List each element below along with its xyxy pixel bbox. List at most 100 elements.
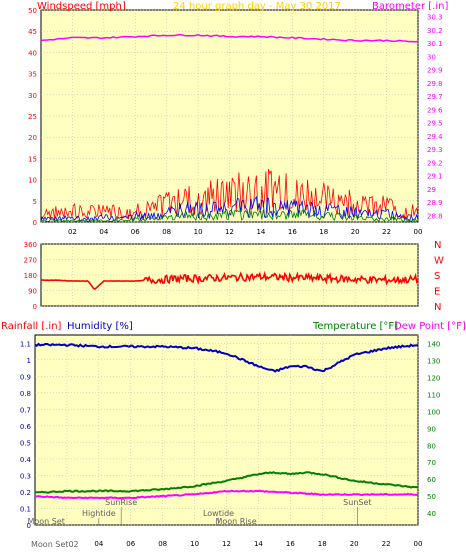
wind-x-tick: 22	[382, 228, 391, 236]
wind-axes: 0 5 10 15 20 25 30 35 40 45 50 28.8 28.9 29 29.1 29.2 29…	[28, 7, 443, 236]
humidity-y-tick: 0.4	[20, 456, 32, 464]
barometer-y-tick: 30.2	[427, 27, 443, 35]
wind-y-tick: 0	[33, 219, 37, 227]
bottom-left-label: Moon Set02	[31, 540, 79, 549]
humidity-axis-label: Humidity [%]	[67, 321, 133, 332]
windspeed-axis-label: Windspeed [mph]	[37, 1, 126, 12]
event-label: Moon Rise	[215, 517, 256, 526]
humidity-x-tick: 12	[222, 540, 231, 548]
compass-label: N	[434, 240, 441, 251]
direction-y-tick: 360	[24, 241, 37, 249]
compass-label: N	[434, 302, 441, 313]
wind-x-tick: 06	[131, 228, 140, 236]
humidity-y-tick: 0.8	[20, 390, 31, 398]
humidity-line	[34, 342, 419, 373]
event-label: SunRise	[105, 498, 137, 507]
event-label: Lowtide	[203, 509, 234, 518]
wind-x-tick: 04	[99, 228, 108, 236]
wind-y-tick: 30	[28, 92, 37, 100]
temperature-y-tick: 140	[427, 340, 440, 348]
temperature-y-tick: 50	[427, 493, 436, 501]
wind-y-tick: 25	[28, 113, 37, 121]
barometer-line	[40, 33, 419, 43]
wind-x-tick: 10	[194, 228, 203, 236]
temperature-y-tick: 120	[427, 374, 440, 382]
event-label: Hightide	[82, 509, 116, 518]
barometer-y-tick: 29.5	[427, 120, 443, 128]
humidity-x-tick: 16	[286, 540, 295, 548]
direction-axes: 360 N 270 W 180 S 90 E 0 N	[24, 240, 444, 313]
humidity-y-tick: 0.2	[20, 489, 31, 497]
humidity-x-tick: 04	[94, 540, 103, 548]
wind-direction-panel: 360 N 270 W 180 S 90 E 0 N	[24, 240, 444, 313]
wind-x-tick: 08	[162, 228, 171, 236]
barometer-y-tick: 30	[427, 53, 436, 61]
wind-x-tick: 18	[319, 228, 328, 236]
wind-x-tick: 16	[288, 228, 297, 236]
barometer-y-tick: 28.8	[427, 212, 443, 220]
temperature-axis-label: Temperature [°F]	[312, 321, 398, 332]
wind-y-tick: 20	[28, 134, 37, 142]
barometer-y-tick: 29.9	[427, 67, 443, 75]
direction-y-tick: 0	[33, 303, 37, 311]
barometer-y-tick: 29.7	[427, 93, 443, 101]
barometer-y-tick: 30.3	[427, 14, 443, 22]
temperature-y-tick: 60	[427, 476, 436, 484]
wind-y-tick: 35	[28, 71, 37, 79]
humidity-y-tick: 1.1	[20, 340, 31, 348]
barometer-axis-label: Barometer [.in]	[372, 1, 448, 12]
barometer-y-tick: 29	[427, 186, 436, 194]
humidity-x-tick: 22	[382, 540, 391, 548]
humidity-plot-area	[34, 334, 419, 526]
temperature-y-tick: 100	[427, 408, 440, 416]
chart-title: 24 hour graph day - May 30 2017	[173, 1, 341, 12]
humidity-x-tick: 08	[158, 540, 167, 548]
temperature-y-tick: 70	[427, 459, 436, 467]
barometer-y-tick: 29.3	[427, 146, 443, 154]
wind-grid	[41, 9, 419, 223]
humidity-x-tick: 20	[350, 540, 359, 548]
direction-series	[40, 270, 419, 290]
humidity-y-tick: 0.1	[20, 505, 31, 513]
wind-x-tick: 14	[256, 228, 265, 236]
wind-y-tick: 40	[28, 49, 37, 57]
wind-series	[40, 168, 419, 223]
temperature-y-tick: 40	[427, 510, 436, 518]
wind-low-series	[40, 208, 419, 223]
dewpoint-axis-label: Dew Point [°F]	[394, 321, 466, 332]
humidity-y-tick: 0.5	[20, 439, 31, 447]
wind-y-tick: 10	[28, 177, 37, 185]
humidity-y-tick: 0.3	[20, 472, 31, 480]
compass-label: W	[434, 256, 444, 267]
wind-x-tick: 02	[68, 228, 77, 236]
humidity-axes: 0 0.1 0.2 0.3 0.4 0.5 0.6 0.7 0.8 0.9 1 1.1 40 50 60 70…	[20, 340, 441, 548]
humidity-y-tick: 1	[27, 357, 31, 365]
humidity-y-tick: 0.9	[20, 373, 31, 381]
barometer-y-tick: 28.9	[427, 199, 443, 207]
humidity-x-tick: 18	[318, 540, 327, 548]
wind-barometer-panel: 0 5 10 15 20 25 30 35 40 45 50 28.8 28.9 29 29.1 29.2 29…	[28, 1, 448, 236]
barometer-y-tick: 29.4	[427, 133, 443, 141]
wind-y-tick: 45	[28, 28, 37, 36]
event-label: SunSet	[343, 498, 371, 507]
humidity-y-tick: 0	[27, 522, 31, 530]
direction-y-tick: 90	[28, 288, 37, 296]
temperature-y-tick: 80	[427, 442, 436, 450]
event-label: Moon Set	[27, 517, 64, 526]
barometer-y-tick: 29.6	[427, 106, 443, 114]
wind-y-tick: 5	[33, 198, 37, 206]
wind-direction-line	[40, 270, 419, 290]
compass-label: S	[434, 271, 440, 282]
temperature-y-tick: 90	[427, 425, 436, 433]
wind-x-tick: 12	[225, 228, 234, 236]
barometer-y-tick: 29.1	[427, 173, 443, 181]
humidity-x-tick: 06	[126, 540, 135, 548]
humidity-x-tick: 10	[190, 540, 199, 548]
humidity-y-tick: 0.6	[20, 423, 32, 431]
wind-gust-series	[40, 168, 419, 221]
barometer-y-tick: 30.1	[427, 40, 443, 48]
